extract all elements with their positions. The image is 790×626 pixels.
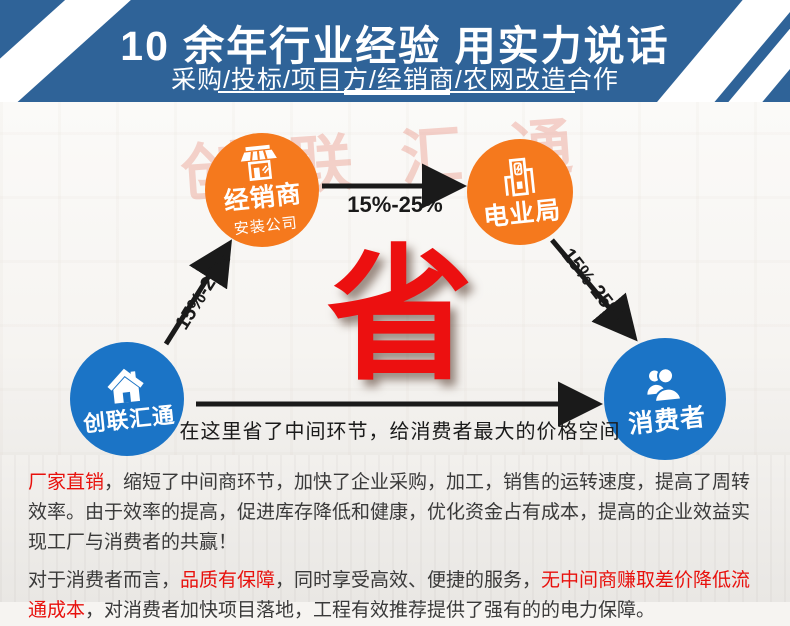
header-banner: 10 余年行业经验 用实力说话 采购/投标/项目方/经销商/农网改造合作 [0,0,790,102]
save-character: 省 [327,234,473,397]
factory-direct-paragraph: 厂家直销，缩短了中间商环节，加快了企业采购，加工，销售的运转速度，提高了周转效率… [28,468,762,558]
savings-label-dealer-bureau: 15%-25% [347,192,443,217]
power-building-icon [504,157,536,197]
node-dealer-sublabel: 安装公司 [233,214,299,238]
consumer-run-5: ，对消费者加快项目落地，工程有效推荐提供了强有的的电力保障。 [85,600,656,621]
savings-flow-diagram: 创联汇通 15%-25% 15%-25% 15%-25% [0,102,790,460]
flow-arrows [163,163,638,427]
consumer-benefit-paragraph: 对于消费者而言，品质有保障，同时享受高效、便捷的服务，无中间商赚取差价降低流通成… [28,566,762,626]
factory-direct-highlight: 厂家直销 [28,472,105,493]
consumer-run-3: ，同时享受高效、便捷的服务， [275,570,542,591]
underline-thick-center [343,89,450,95]
node-company: 创联汇通 [70,342,184,456]
consumer-run-1: 对于消费者而言， [28,570,181,591]
people-icon [647,367,683,403]
storefront-icon [240,144,277,182]
footer-description: 厂家直销，缩短了中间商环节，加快了企业采购，加工，销售的运转速度，提高了周转效率… [0,455,790,621]
diagram-caption: 在这里省了中间环节，给消费者最大的价格空间 [179,421,621,443]
node-dealer: 经销商 安装公司 [205,133,319,247]
quality-highlight: 品质有保障 [180,570,276,591]
page-subtitle: 采购/投标/项目方/经销商/农网改造合作 [171,66,619,94]
title-underline [218,88,575,96]
node-consumer: 消费者 [604,338,726,460]
underline-thin-left [218,91,344,93]
underline-thin-right [449,91,575,93]
node-bureau: 电业局 [467,139,573,245]
page-title: 10 余年行业经验 用实力说话 [120,23,670,69]
house-icon [107,369,144,404]
node-bureau-label: 电业局 [482,195,563,232]
factory-direct-body: ，缩短了中间商环节，加快了企业采购，加工，销售的运转速度，提高了周转效率。由于效… [28,472,751,553]
